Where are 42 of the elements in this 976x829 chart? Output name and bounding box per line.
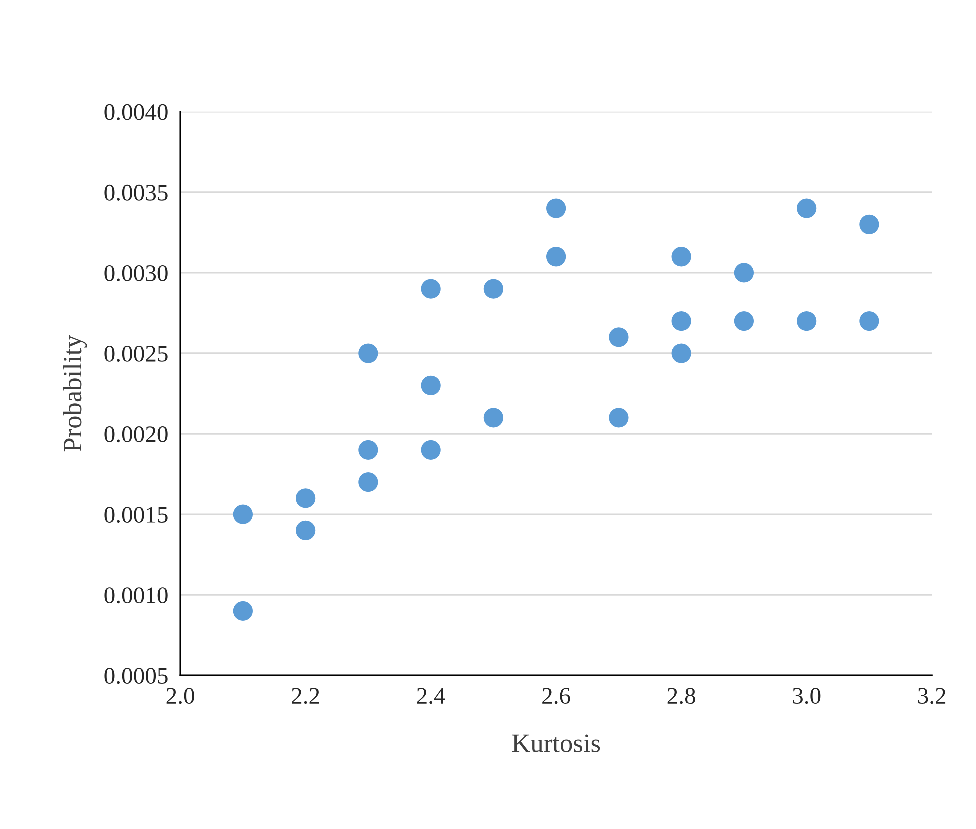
y-axis-title: Probability — [63, 335, 88, 452]
point — [421, 440, 441, 460]
point — [233, 601, 254, 622]
point — [546, 247, 566, 267]
point — [296, 488, 316, 508]
y-tick-label: 0.0015 — [104, 507, 168, 524]
point — [734, 263, 754, 283]
point — [609, 408, 629, 428]
y-tick-label: 0.0010 — [104, 588, 168, 604]
point — [609, 328, 629, 348]
point — [672, 247, 692, 267]
point — [421, 376, 441, 396]
x-tick-label: 2.8 — [668, 688, 696, 704]
y-tick-label: 0.0005 — [104, 668, 168, 684]
point — [860, 214, 880, 234]
point — [797, 198, 817, 218]
point — [484, 279, 504, 299]
y-tick-label: 0.0020 — [104, 426, 168, 443]
point — [421, 279, 441, 299]
x-tick-label: 2.6 — [542, 688, 570, 704]
y-tick-label: 0.0040 — [104, 104, 168, 120]
point — [860, 311, 880, 332]
x-tick-label: 3.2 — [918, 688, 946, 704]
point — [672, 311, 692, 332]
y-tick-label: 0.0025 — [104, 346, 168, 362]
point — [233, 504, 254, 524]
x-tick-label: 2.4 — [417, 688, 446, 704]
x-tick-label: 2.2 — [292, 688, 320, 704]
point — [672, 344, 692, 364]
point — [484, 408, 504, 428]
y-tick-label: 0.0035 — [104, 184, 168, 201]
x-axis-title: Kurtosis — [512, 734, 600, 752]
x-tick-label: 3.0 — [793, 688, 821, 704]
point — [546, 198, 566, 218]
point — [734, 311, 754, 332]
point — [797, 311, 817, 332]
x-tick-label: 2.0 — [166, 688, 194, 704]
point — [358, 472, 378, 492]
point — [296, 520, 316, 540]
point — [358, 344, 378, 364]
point — [358, 440, 378, 460]
y-tick-label: 0.0030 — [104, 265, 168, 282]
